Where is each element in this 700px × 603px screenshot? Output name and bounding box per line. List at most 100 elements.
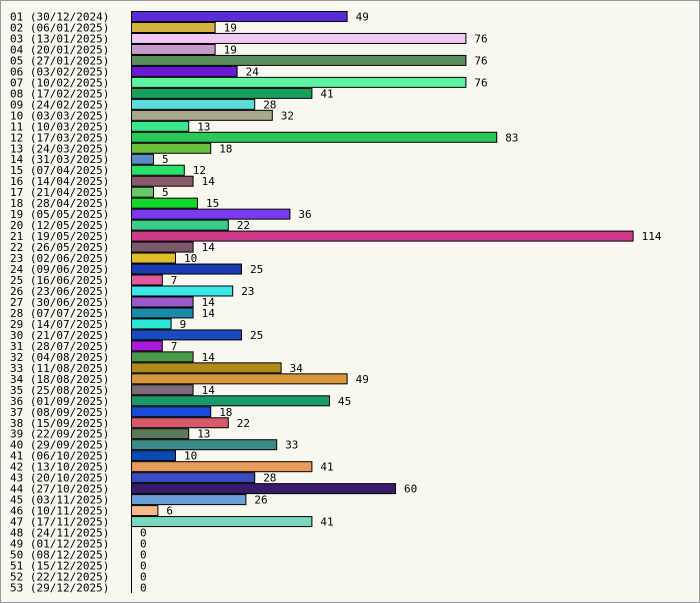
bar <box>131 505 159 517</box>
category-label: 07 (10/02/2025) <box>10 76 109 89</box>
value-label: 14 <box>202 351 216 364</box>
bar <box>131 406 212 418</box>
value-label: 83 <box>505 131 518 144</box>
bar <box>131 142 212 154</box>
category-label: 15 (07/04/2025) <box>10 164 109 177</box>
category-label: 53 (29/12/2025) <box>10 581 109 594</box>
category-label: 06 (03/02/2025) <box>10 65 109 78</box>
bar <box>131 428 190 440</box>
bar <box>131 472 256 484</box>
bar <box>131 131 498 143</box>
value-label: 7 <box>171 340 178 353</box>
category-label: 46 (10/11/2025) <box>10 505 109 518</box>
value-label: 28 <box>263 472 276 485</box>
category-label: 49 (01/12/2025) <box>10 538 109 551</box>
category-label: 47 (17/11/2025) <box>10 516 109 529</box>
category-label: 38 (15/09/2025) <box>10 417 109 430</box>
category-label: 50 (08/12/2025) <box>10 549 109 562</box>
category-label: 04 (20/01/2025) <box>10 43 109 56</box>
value-label: 18 <box>219 406 232 419</box>
bar <box>131 494 247 506</box>
value-label: 76 <box>474 76 487 89</box>
category-labels: 01 (30/12/2024)02 (06/01/2025)03 (13/01/… <box>10 11 109 595</box>
category-label: 25 (16/06/2025) <box>10 274 109 287</box>
category-label: 03 (13/01/2025) <box>10 32 109 45</box>
value-label: 41 <box>320 461 333 474</box>
category-label: 39 (22/09/2025) <box>10 428 109 441</box>
value-label: 0 <box>140 538 147 551</box>
category-label: 44 (27/10/2025) <box>10 483 109 496</box>
value-label: 33 <box>285 439 298 452</box>
value-label: 0 <box>140 527 147 540</box>
value-label: 10 <box>184 252 197 265</box>
bar <box>131 76 467 88</box>
value-label: 9 <box>180 318 187 331</box>
value-label: 25 <box>250 329 263 342</box>
bar <box>131 417 229 429</box>
value-label: 0 <box>140 570 147 583</box>
category-label: 45 (03/11/2025) <box>10 494 109 507</box>
bar <box>131 252 176 264</box>
bar <box>131 395 330 407</box>
value-label: 28 <box>263 98 276 111</box>
value-label: 19 <box>224 43 237 56</box>
bar <box>131 241 194 253</box>
bar <box>131 208 291 220</box>
value-label: 14 <box>202 384 216 397</box>
category-label: 05 (27/01/2025) <box>10 54 109 67</box>
bar <box>131 274 163 286</box>
value-label: 14 <box>202 296 216 309</box>
category-label: 08 (17/02/2025) <box>10 87 109 100</box>
value-label: 18 <box>219 142 232 155</box>
category-label: 22 (26/05/2025) <box>10 241 109 254</box>
value-label: 24 <box>246 65 260 78</box>
bar <box>131 120 190 132</box>
bar <box>131 340 163 352</box>
category-label: 27 (30/06/2025) <box>10 296 109 309</box>
value-label: 76 <box>474 54 487 67</box>
bar <box>131 175 194 187</box>
value-label: 45 <box>338 395 351 408</box>
bar <box>131 329 242 341</box>
bar <box>131 21 216 33</box>
value-label: 0 <box>140 581 147 594</box>
category-label: 11 (10/03/2025) <box>10 120 109 133</box>
value-label: 22 <box>237 219 250 232</box>
category-label: 20 (12/05/2025) <box>10 219 109 232</box>
bar <box>131 11 348 22</box>
value-label: 6 <box>166 505 173 518</box>
value-labels: 4919761976247641283213831851214515362211… <box>140 11 662 595</box>
value-label: 41 <box>320 516 333 529</box>
value-label: 25 <box>250 263 263 276</box>
category-label: 42 (13/10/2025) <box>10 461 109 474</box>
category-label: 18 (28/04/2025) <box>10 197 109 210</box>
bar <box>131 43 216 55</box>
value-label: 76 <box>474 32 487 45</box>
value-label: 15 <box>206 197 219 210</box>
value-label: 14 <box>202 241 216 254</box>
category-label: 10 (03/03/2025) <box>10 109 109 122</box>
bar <box>131 318 172 330</box>
bar <box>131 296 194 308</box>
bar <box>131 219 229 231</box>
value-label: 41 <box>320 87 333 100</box>
category-label: 51 (15/12/2025) <box>10 560 109 573</box>
value-label: 26 <box>254 494 267 507</box>
category-label: 41 (06/10/2025) <box>10 450 109 463</box>
value-label: 22 <box>237 417 250 430</box>
value-label: 12 <box>193 164 206 177</box>
value-label: 5 <box>162 186 169 199</box>
value-label: 23 <box>241 285 254 298</box>
bar <box>131 362 282 374</box>
category-label: 36 (01/09/2025) <box>10 395 109 408</box>
bar <box>131 230 634 242</box>
category-label: 17 (21/04/2025) <box>10 186 109 199</box>
category-label: 14 (31/03/2025) <box>10 153 109 166</box>
value-label: 14 <box>202 307 216 320</box>
bar <box>131 516 313 528</box>
bar <box>131 109 273 121</box>
value-label: 49 <box>356 373 369 386</box>
value-label: 7 <box>171 274 178 287</box>
value-label: 0 <box>140 560 147 573</box>
